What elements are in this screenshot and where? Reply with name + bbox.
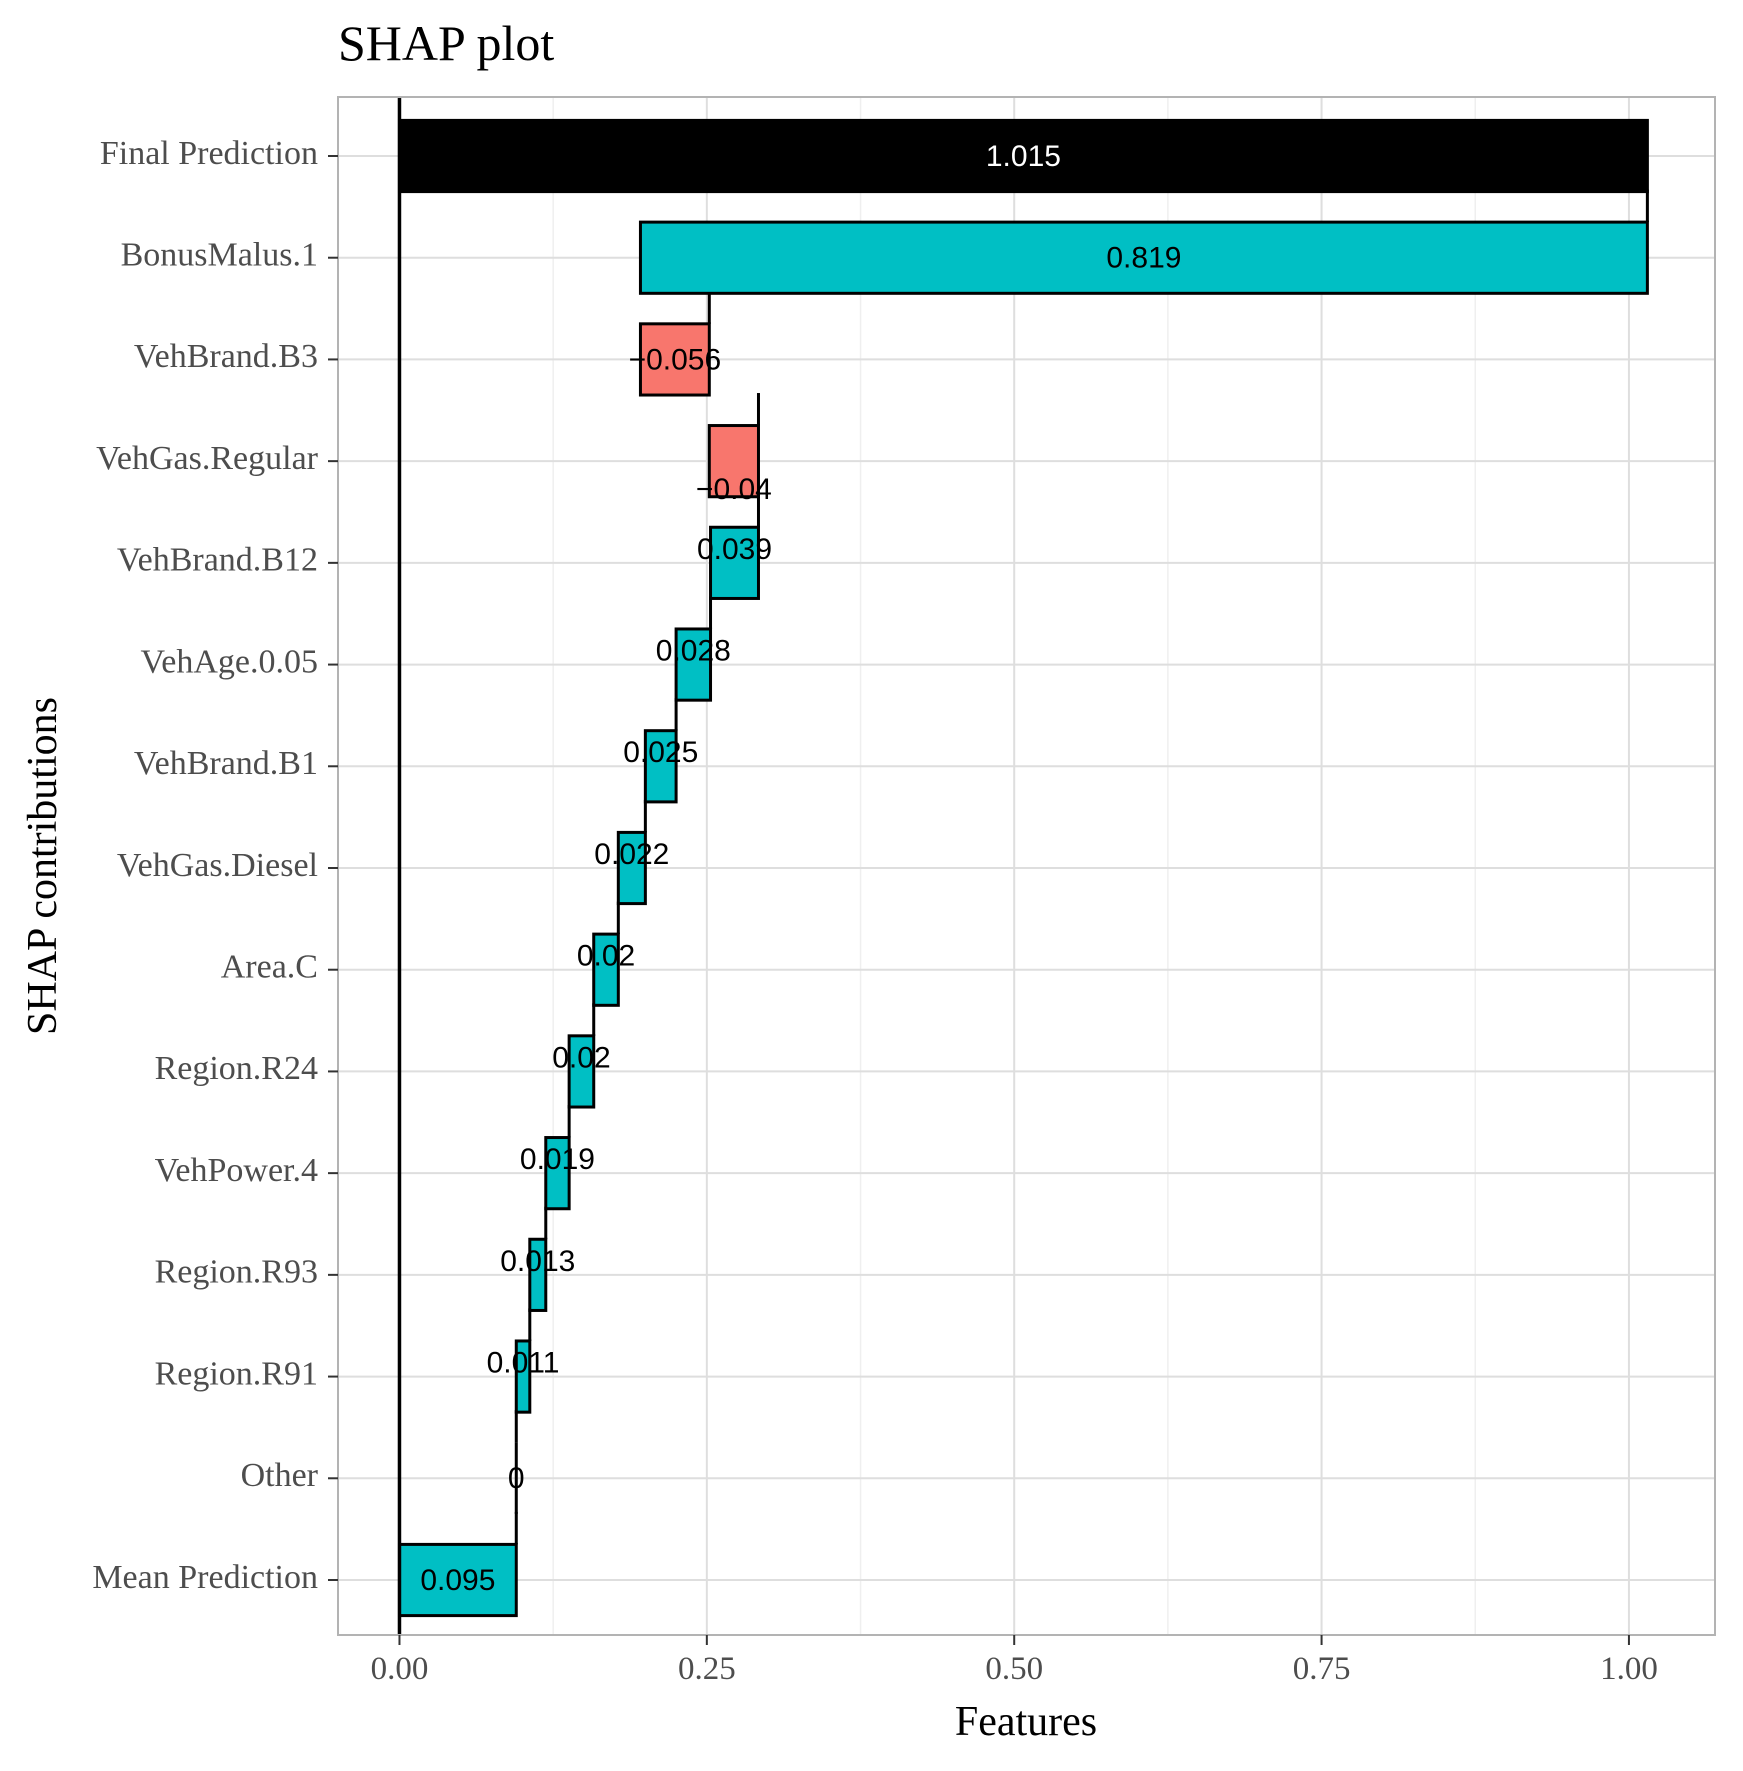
- bar-vehbrand-b12: [709, 525, 760, 600]
- bar-vehpower-4: [544, 1136, 571, 1211]
- bar-vehage-0-05: [674, 627, 713, 702]
- y-tick-label: VehBrand.B1: [134, 745, 318, 782]
- y-tick-label: VehAge.0.05: [140, 643, 318, 680]
- bar-value-label: 0.039: [697, 533, 772, 566]
- chart-title: SHAP plot: [338, 15, 554, 71]
- y-tick-label: Final Prediction: [100, 135, 318, 172]
- bar-value-label: −0.056: [629, 343, 722, 376]
- y-tick-label: BonusMalus.1: [121, 237, 318, 274]
- y-tick-label: VehBrand.B3: [134, 338, 318, 375]
- y-tick-label: VehGas.Regular: [96, 440, 319, 477]
- x-tick-label: 0.25: [678, 1651, 736, 1687]
- bar-bonusmalus-1: [638, 220, 1649, 295]
- y-tick-label: VehBrand.B12: [117, 542, 318, 579]
- bar-value-label: 0.013: [500, 1245, 575, 1278]
- bar-area-c: [592, 932, 620, 1007]
- x-tick-label: 0.00: [371, 1651, 429, 1687]
- y-tick-label: VehGas.Diesel: [117, 847, 318, 884]
- y-tick-label: Region.R91: [155, 1355, 318, 1392]
- x-tick-label: 0.75: [1293, 1651, 1351, 1687]
- x-axis: 0.00 0.25 0.50 0.75 1.00: [371, 1635, 1658, 1687]
- bar-value-label: 0.02: [577, 940, 635, 973]
- waterfall-connectors: [514, 189, 1649, 1545]
- y-tick-label: Other: [241, 1457, 319, 1494]
- bars: [397, 118, 1649, 1618]
- y-tick-label: Region.R93: [155, 1254, 318, 1291]
- bar-region-r93: [528, 1237, 548, 1312]
- x-axis-title: Features: [955, 1699, 1097, 1745]
- x-tick-label: 0.50: [985, 1651, 1043, 1687]
- bar-value-label: 0: [508, 1462, 525, 1495]
- bar-labels: 1.015 0.819 −0.056 −0.04 0.039 0.028 0.025 0.02…: [420, 140, 1181, 1597]
- y-axis: Final Prediction BonusMalus.1 VehBrand.B3 V…: [92, 135, 338, 1596]
- bar-vehbrand-b1: [643, 729, 678, 804]
- bar-value-label: −0.04: [696, 473, 772, 506]
- bar-value-label: 0.022: [594, 838, 669, 871]
- panel-border: [337, 96, 1716, 1636]
- y-tick-label: Mean Prediction: [92, 1559, 318, 1596]
- bar-vehgas-diesel: [616, 830, 647, 906]
- bar-region-r24: [567, 1034, 596, 1109]
- plot-panel: [338, 97, 1715, 1635]
- x-tick-label: 1.00: [1600, 1651, 1658, 1687]
- bar-value-label: 0.095: [420, 1564, 495, 1597]
- bar-value-label: 0.025: [623, 736, 698, 769]
- bar-value-label: 0.019: [520, 1143, 595, 1176]
- bar-value-label: 0.02: [552, 1041, 610, 1074]
- bar-vehbrand-b3: [638, 322, 711, 397]
- bar-value-label: 0.011: [487, 1346, 560, 1379]
- bar-vehgas-regular: [707, 424, 760, 499]
- y-tick-label: VehPower.4: [155, 1152, 318, 1189]
- bar-value-label: 0.819: [1106, 242, 1181, 275]
- bar-region-r91: [514, 1339, 532, 1414]
- y-tick-label: Region.R24: [155, 1050, 318, 1087]
- y-axis-title: SHAP contributions: [20, 697, 66, 1035]
- y-tick-label: Area.C: [221, 949, 318, 986]
- bar-value-label: 0.028: [656, 634, 731, 667]
- bar-value-label: 1.015: [986, 140, 1061, 173]
